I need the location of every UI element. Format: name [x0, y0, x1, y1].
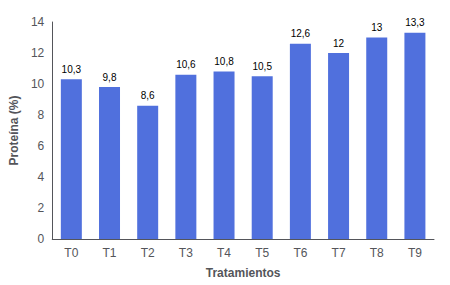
svg-text:4: 4 [38, 170, 45, 184]
svg-text:8,6: 8,6 [141, 90, 155, 101]
svg-text:10,8: 10,8 [214, 56, 234, 67]
svg-text:T2: T2 [141, 246, 155, 260]
svg-text:12,6: 12,6 [291, 28, 311, 39]
svg-text:10,5: 10,5 [252, 61, 272, 72]
svg-text:T0: T0 [64, 246, 78, 260]
svg-text:T3: T3 [179, 246, 193, 260]
svg-text:T4: T4 [217, 246, 231, 260]
svg-text:10,3: 10,3 [62, 64, 82, 75]
svg-text:13: 13 [371, 22, 383, 33]
svg-text:T9: T9 [408, 246, 422, 260]
svg-text:12: 12 [31, 46, 45, 60]
svg-text:T5: T5 [255, 246, 269, 260]
svg-text:13,3: 13,3 [405, 17, 425, 28]
svg-text:T8: T8 [370, 246, 384, 260]
svg-text:14: 14 [31, 15, 45, 29]
svg-text:10: 10 [31, 77, 45, 91]
svg-text:6: 6 [38, 139, 45, 153]
svg-text:Tratamientos: Tratamientos [206, 266, 281, 280]
svg-text:12: 12 [333, 38, 345, 49]
svg-text:0: 0 [38, 232, 45, 246]
svg-text:9,8: 9,8 [103, 72, 117, 83]
svg-text:T7: T7 [332, 246, 346, 260]
svg-text:10,6: 10,6 [176, 59, 196, 70]
svg-text:T6: T6 [293, 246, 307, 260]
svg-text:2: 2 [38, 201, 45, 215]
svg-text:Proteína (%): Proteína (%) [7, 95, 21, 165]
svg-text:T1: T1 [103, 246, 117, 260]
svg-text:8: 8 [38, 108, 45, 122]
